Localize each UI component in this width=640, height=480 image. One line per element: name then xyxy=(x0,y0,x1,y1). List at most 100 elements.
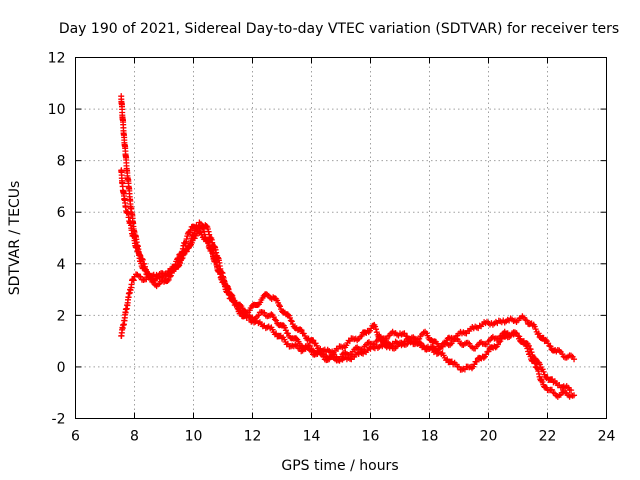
data-point xyxy=(284,340,291,347)
data-point xyxy=(367,340,374,347)
data-point xyxy=(131,237,138,244)
data-point xyxy=(161,278,167,285)
data-point xyxy=(526,351,533,358)
data-point xyxy=(343,356,350,363)
data-point xyxy=(450,338,457,345)
data-point xyxy=(225,289,232,296)
data-point xyxy=(119,325,126,332)
data-point xyxy=(119,183,126,190)
data-point xyxy=(456,338,462,345)
data-point xyxy=(287,317,294,324)
data-point xyxy=(246,307,253,314)
data-point xyxy=(326,356,333,363)
data-point xyxy=(267,325,274,332)
data-point xyxy=(299,330,306,337)
data-point xyxy=(476,322,483,329)
data-point xyxy=(532,363,539,370)
data-point xyxy=(509,330,516,337)
data-point xyxy=(414,340,421,347)
data-point xyxy=(128,281,135,288)
data-point xyxy=(338,353,344,360)
grid xyxy=(75,57,607,419)
x-axis-title: GPS time / hours xyxy=(281,458,398,474)
data-point xyxy=(568,387,575,394)
data-point xyxy=(494,320,501,327)
data-point xyxy=(485,338,492,345)
data-point xyxy=(503,332,510,339)
x-tick-label: 20 xyxy=(480,429,498,445)
data-point xyxy=(426,345,433,352)
data-point xyxy=(237,307,244,314)
data-point xyxy=(127,196,134,203)
series-track-b xyxy=(118,167,575,394)
data-point xyxy=(220,273,226,280)
y-axis-title: SDTVAR / TECUs xyxy=(7,181,23,296)
data-point xyxy=(314,351,321,358)
data-point xyxy=(127,286,134,293)
data-point xyxy=(506,317,513,324)
data-point xyxy=(208,235,215,241)
data-point xyxy=(571,356,578,363)
data-point xyxy=(296,345,303,352)
data-point xyxy=(385,332,392,339)
data-point xyxy=(122,309,129,316)
data-point xyxy=(130,232,137,239)
data-point xyxy=(553,348,560,355)
y-tick-label: 2 xyxy=(57,308,66,324)
data-point xyxy=(335,345,342,352)
data-point xyxy=(118,167,125,174)
data-point xyxy=(438,351,445,358)
data-point xyxy=(458,330,465,337)
axis-ticks xyxy=(75,57,607,419)
data-point xyxy=(214,253,221,260)
x-tick-label: 10 xyxy=(185,429,203,445)
data-point xyxy=(161,271,167,278)
data-point xyxy=(491,343,498,350)
y-tick-label: -2 xyxy=(52,412,66,428)
data-point xyxy=(497,338,504,345)
y-tick-label: 0 xyxy=(57,360,66,376)
data-point xyxy=(293,325,300,332)
data-point xyxy=(358,332,365,339)
data-point xyxy=(118,93,125,100)
data-point xyxy=(290,343,297,350)
y-tick-label: 6 xyxy=(57,205,66,221)
data-point xyxy=(281,309,288,316)
data-point xyxy=(370,322,377,329)
data-point xyxy=(355,351,362,358)
data-point xyxy=(264,291,271,298)
data-point xyxy=(261,309,268,316)
data-point xyxy=(137,258,144,265)
data-point xyxy=(367,345,374,352)
data-point xyxy=(128,227,135,234)
data-point xyxy=(131,273,138,280)
data-point xyxy=(461,366,468,373)
data-point xyxy=(385,343,392,350)
data-point xyxy=(249,317,256,324)
data-point xyxy=(125,183,132,190)
data-point xyxy=(137,273,144,280)
data-point xyxy=(284,330,291,337)
data-point xyxy=(467,343,474,350)
data-point xyxy=(255,312,262,319)
data-point xyxy=(379,335,386,342)
data-point xyxy=(550,389,557,396)
data-point xyxy=(565,353,572,360)
data-point xyxy=(127,219,134,226)
data-point xyxy=(355,345,362,352)
data-point xyxy=(134,247,141,254)
data-point xyxy=(550,379,557,386)
data-point xyxy=(190,232,197,239)
data-point xyxy=(121,317,128,324)
data-series xyxy=(118,93,578,400)
data-point xyxy=(562,389,569,396)
data-point xyxy=(364,327,371,334)
x-tick-label: 24 xyxy=(598,429,616,445)
y-tick-label: 12 xyxy=(48,51,66,67)
data-point xyxy=(556,381,563,388)
x-tick-label: 16 xyxy=(362,429,380,445)
data-point xyxy=(515,332,521,339)
chart-title: Day 190 of 2021, Sidereal Day-to-day VTE… xyxy=(59,21,619,37)
y-tick-label: 10 xyxy=(48,102,66,118)
data-point xyxy=(488,320,495,327)
